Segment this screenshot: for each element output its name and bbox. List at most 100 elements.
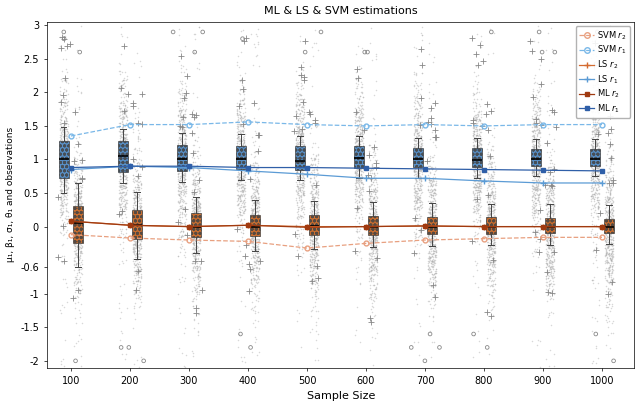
- Point: [193, 282, 203, 289]
- Point: [247, 221, 257, 227]
- Point: [417, 177, 427, 184]
- Point: [129, 146, 139, 152]
- Point: [486, 206, 497, 213]
- Point: [60, 181, 70, 187]
- Point: [56, 179, 66, 186]
- Point: [431, 270, 441, 276]
- Point: [246, 235, 257, 241]
- Point: [251, 225, 261, 232]
- Point: [134, 232, 145, 239]
- Point: [312, 240, 323, 247]
- Point: [131, 198, 141, 204]
- Point: [351, 136, 362, 142]
- Point: [545, 169, 555, 176]
- Point: [136, 184, 146, 191]
- Point: [366, 200, 376, 206]
- Point: [604, 232, 614, 239]
- Point: [527, 193, 537, 199]
- Point: [604, 291, 614, 298]
- Point: [428, 243, 438, 249]
- Point: [426, 200, 436, 206]
- Point: [472, 208, 482, 214]
- Point: [546, 243, 556, 249]
- Point: [191, 306, 201, 313]
- Point: [365, 274, 376, 280]
- Point: [252, 219, 262, 225]
- Point: [60, 176, 70, 182]
- Point: [413, 145, 424, 152]
- Point: [234, 133, 244, 139]
- Point: [365, 193, 376, 199]
- Point: [593, 199, 603, 206]
- Point: [425, 231, 435, 238]
- Point: [543, 199, 553, 206]
- Point: [471, 112, 481, 118]
- Title: ML & LS & SVM estimations: ML & LS & SVM estimations: [264, 6, 418, 15]
- Point: [605, 214, 616, 220]
- Point: [532, 182, 543, 189]
- Point: [541, 242, 552, 249]
- Point: [297, 108, 307, 114]
- Point: [195, 265, 205, 271]
- Point: [428, 200, 438, 207]
- Point: [600, 236, 610, 243]
- Point: [238, 128, 248, 135]
- Point: [56, 173, 66, 180]
- Point: [548, 212, 558, 219]
- Point: [356, 81, 367, 88]
- Point: [236, 149, 246, 156]
- Point: [601, 236, 611, 242]
- Point: [410, 164, 420, 170]
- Point: [470, 154, 481, 160]
- Point: [535, 160, 545, 167]
- Point: [294, 72, 304, 78]
- Point: [545, 228, 555, 234]
- Point: [312, 212, 323, 219]
- Point: [469, 131, 479, 137]
- Point: [61, 173, 72, 180]
- Point: [356, 158, 367, 164]
- Point: [368, 297, 378, 304]
- Point: [132, 229, 143, 235]
- Point: [590, 143, 600, 149]
- Point: [488, 30, 499, 36]
- Point: [607, 264, 617, 271]
- Point: [248, 206, 259, 212]
- Point: [355, 147, 365, 154]
- Point: [350, 155, 360, 161]
- Point: [589, 165, 600, 172]
- Point: [233, 195, 243, 201]
- Point: [529, 146, 539, 153]
- Point: [484, 208, 495, 214]
- Point: [546, 235, 556, 242]
- Point: [605, 89, 615, 96]
- Point: [193, 171, 204, 177]
- Point: [62, 167, 72, 174]
- Point: [74, 276, 84, 282]
- Point: [602, 223, 612, 230]
- Point: [189, 182, 200, 188]
- Point: [409, 136, 419, 142]
- Point: [608, 276, 618, 282]
- Point: [134, 225, 144, 231]
- Point: [246, 227, 257, 233]
- Point: [191, 216, 202, 222]
- Point: [426, 237, 436, 244]
- Point: [251, 166, 261, 172]
- Point: [488, 221, 498, 228]
- Point: [73, 253, 83, 260]
- Point: [415, 212, 425, 219]
- Point: [428, 256, 438, 262]
- Point: [129, 271, 139, 278]
- Point: [371, 230, 381, 237]
- Point: [134, 74, 144, 80]
- Point: [193, 209, 203, 216]
- Point: [600, 258, 611, 265]
- Point: [68, 295, 78, 301]
- Point: [129, 199, 140, 205]
- Point: [116, 85, 127, 92]
- Point: [312, 232, 323, 239]
- Point: [250, 248, 260, 254]
- Point: [535, 110, 545, 117]
- Point: [131, 266, 141, 272]
